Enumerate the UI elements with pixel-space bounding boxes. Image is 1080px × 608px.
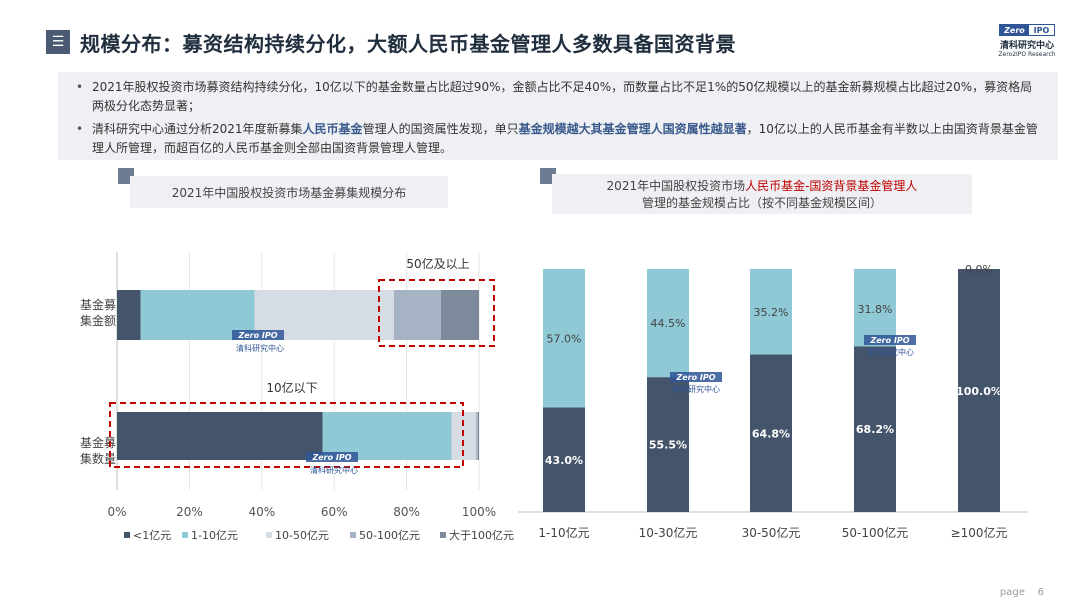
summary-bullets: 2021年股权投资市场募资结构持续分化，10亿以下的基金数量占比超过90%，金额… (58, 72, 1058, 160)
bullet-1-text: 2021年股权投资市场募资结构持续分化，10亿以下的基金数量占比超过90%，金额… (92, 80, 1033, 113)
data-label-state: 55.5% (649, 439, 687, 452)
bar-segment (440, 290, 479, 340)
data-label-state: 64.8% (752, 427, 790, 440)
bar-segment (477, 412, 479, 460)
bullet-2-pre: 清科研究中心通过分析2021年度新募集 (92, 122, 303, 136)
x-tick-label: 0% (107, 505, 126, 519)
annotation-label-below10: 10亿以下 (266, 380, 317, 395)
bullet-2-highlight-2: 基金规模越大其基金管理人国资属性越显著 (518, 122, 747, 136)
watermark-logo (306, 452, 358, 462)
watermark-logo (864, 335, 916, 345)
bullet-2-post: ，10亿以上的人民币基金有半数以上由国资背景基金管理人所管理，而超百亿的人民币基… (92, 122, 1038, 155)
annotation-label-above50: 50亿及以上 (406, 256, 469, 271)
bar-segment (476, 412, 478, 460)
page-title: 规模分布：募资结构持续分化，大额人民币基金管理人多数具备国资背景 (80, 31, 736, 56)
y-category-label: 集数量 (80, 451, 116, 466)
data-label-other: 0.0% (965, 263, 993, 276)
watermark-logo-text: Zero IPO (237, 331, 277, 340)
legend-label: 大于100亿元 (449, 528, 514, 542)
y-category-label: 基金募 (80, 297, 116, 312)
watermark-cn: 清科研究中心 (310, 465, 358, 475)
right-title-highlight: 人民币基金-国资背景基金管理人 (745, 179, 918, 193)
column-segment-other (543, 269, 585, 408)
bullet-2-highlight-1: 人民币基金 (302, 122, 363, 136)
data-label-other: 57.0% (547, 332, 582, 345)
page-number: page 6 (1000, 587, 1044, 598)
right-chart-title: 2021年中国股权投资市场人民币基金-国资背景基金管理人 管理的基金规模占比（按… (552, 174, 972, 214)
right-title-pre: 2021年中国股权投资市场 (606, 179, 746, 193)
data-label-state: 43.0% (545, 454, 583, 467)
page-number-value: 6 (1037, 587, 1044, 598)
menu-icon: ☰ (46, 30, 70, 54)
data-label-other: 44.5% (651, 317, 686, 330)
legend-swatch (124, 532, 130, 538)
watermark-cn: 清科研究中心 (236, 343, 284, 353)
watermark-logo-text: Zero IPO (675, 373, 715, 382)
legend-swatch (266, 532, 272, 538)
y-category-label: 集金额 (80, 313, 116, 328)
legend-swatch (182, 532, 188, 538)
bullet-2: 清科研究中心通过分析2021年度新募集人民币基金管理人的国资属性发现，单只基金规… (74, 120, 1044, 158)
watermark-cn: 清科研究中心 (672, 384, 720, 394)
x-tick-label: 80% (393, 505, 420, 519)
x-category-label: ≥100亿元 (951, 525, 1008, 540)
right-title-line2: 管理的基金规模占比（按不同基金规模区间） (641, 196, 882, 210)
column-segment-state (647, 377, 689, 512)
bullet-2-mid: 管理人的国资属性发现，单只 (362, 122, 519, 136)
left-stacked-bar-chart: 0% 20% 40% 60% 80% 100%基金募集金额基金募集数量50亿及以上10亿以… (80, 252, 514, 542)
legend-swatch (440, 532, 446, 538)
watermark-cn: 清科研究中心 (866, 347, 914, 357)
bar-segment (117, 412, 323, 460)
column-segment-state (750, 354, 792, 512)
data-label-state: 100.0% (956, 385, 1002, 398)
legend-label: 1-10亿元 (191, 529, 238, 542)
logo-cn: 清科研究中心 (999, 41, 1054, 51)
title-bar: ☰ 规模分布：募资结构持续分化，大额人民币基金管理人多数具备国资背景 (46, 28, 736, 56)
column-segment-other (854, 269, 896, 347)
column-segment-state (854, 346, 896, 512)
logo-en: Zero2IPO Research (998, 51, 1056, 58)
column-segment-state (958, 269, 1000, 512)
column-segment-other (750, 269, 792, 355)
x-tick-label: 20% (176, 505, 203, 519)
watermark-logo (232, 330, 284, 340)
watermark-logo-text: Zero IPO (311, 453, 351, 462)
x-category-label: 50-100亿元 (842, 525, 909, 540)
x-category-label: 1-10亿元 (538, 525, 589, 540)
annotation-box-below10 (109, 402, 464, 468)
data-label-state: 68.2% (856, 423, 894, 436)
data-label-other: 35.2% (754, 306, 789, 319)
x-category-label: 10-30亿元 (639, 525, 698, 540)
logo-ipo: IPO (1033, 26, 1050, 35)
x-tick-label: 40% (248, 505, 275, 519)
column-segment-other (647, 269, 689, 378)
bar-segment (117, 290, 141, 340)
y-category-label: 基金募 (80, 435, 116, 450)
watermark-logo-text: Zero IPO (869, 336, 909, 345)
left-chart-title: 2021年中国股权投资市场基金募集规模分布 (130, 176, 448, 208)
bullet-1: 2021年股权投资市场募资结构持续分化，10亿以下的基金数量占比超过90%，金额… (74, 78, 1044, 116)
legend-label: 10-50亿元 (275, 529, 329, 542)
legend-label: 50-100亿元 (359, 529, 420, 542)
logo-zero: Zero (1000, 25, 1029, 35)
x-tick-label: 60% (321, 505, 348, 519)
logo: Zero IPO 清科研究中心 Zero2IPO Research (996, 24, 1058, 58)
data-label-other: 31.8% (858, 303, 893, 316)
bar-segment (393, 290, 441, 340)
x-category-label: 30-50亿元 (742, 525, 801, 540)
legend-label: <1亿元 (133, 529, 171, 542)
watermark-logo (670, 372, 722, 382)
column-segment-state (543, 407, 585, 512)
page-label: page (999, 587, 1025, 598)
legend-swatch (350, 532, 356, 538)
x-tick-label: 100% (462, 505, 496, 519)
